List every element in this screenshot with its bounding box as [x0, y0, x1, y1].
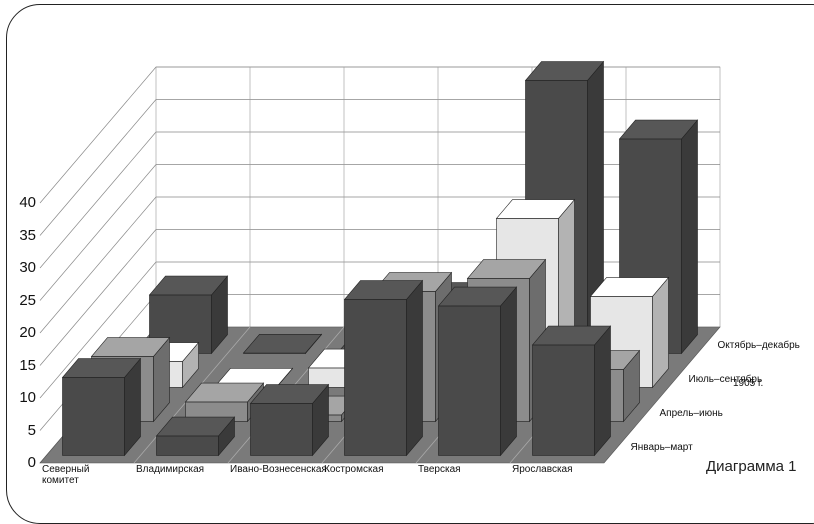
y-tick-label: 25 [18, 293, 36, 308]
side-gridline [40, 165, 156, 301]
bar-front-face [439, 306, 501, 456]
y-tick-label: 5 [18, 423, 36, 438]
y-tick-label: 40 [18, 195, 36, 210]
bar-side-face [595, 326, 611, 455]
chart-3d-bar [0, 0, 814, 493]
bar-0-5 [533, 326, 611, 455]
bar-side-face [653, 278, 669, 388]
series-label: Апрель–июнь [660, 408, 723, 419]
series-label: Октябрь–декабрь [718, 340, 800, 351]
bar-0-1 [157, 417, 235, 455]
x-category-label: Тверская [418, 464, 461, 475]
x-category-label: Ивано-Вознесенская [230, 464, 327, 475]
side-gridline [40, 67, 156, 203]
x-category-label: Владимирская [136, 464, 204, 475]
bar-side-face [501, 287, 517, 455]
y-tick-label: 35 [18, 228, 36, 243]
series-label: Январь–март [631, 442, 693, 453]
side-gridline [40, 100, 156, 236]
y-tick-label: 0 [18, 455, 36, 470]
y-tick-label: 10 [18, 390, 36, 405]
y-tick-label: 15 [18, 358, 36, 373]
side-gridline [40, 197, 156, 333]
x-category-label: Северный комитет [42, 464, 102, 486]
bar-front-face [251, 403, 313, 455]
y-tick-label: 20 [18, 325, 36, 340]
bar-0-2 [251, 385, 329, 456]
x-category-label: Костромская [324, 464, 384, 475]
year-label: 1905 г. [733, 378, 763, 389]
bar-side-face [682, 120, 698, 353]
bar-front-face [157, 436, 219, 456]
bar-0-0 [63, 359, 141, 456]
y-tick-label: 30 [18, 260, 36, 275]
bar-front-face [345, 299, 407, 455]
chart-caption: Диаграмма 1 [706, 458, 797, 475]
x-category-label: Ярославская [512, 464, 573, 475]
bar-front-face [533, 345, 595, 456]
bar-0-3 [345, 281, 423, 456]
bar-0-4 [439, 287, 517, 455]
bar-front-face [63, 377, 125, 455]
bar-side-face [407, 281, 423, 456]
side-gridline [40, 132, 156, 268]
